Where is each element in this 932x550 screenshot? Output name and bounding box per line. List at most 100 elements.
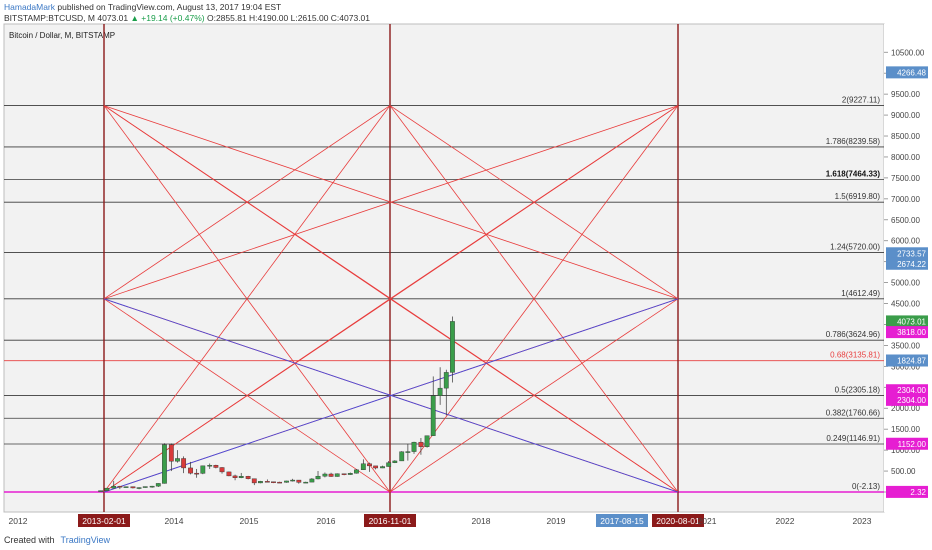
symbol-info: BITSTAMP:BTCUSD, M 4073.01 ▲ +19.14 (+0.…	[4, 13, 370, 24]
y-tick-label: 7000.00	[891, 195, 920, 204]
candle-body	[309, 478, 315, 483]
candle-body	[360, 463, 366, 471]
candle-body	[322, 473, 328, 477]
candle-body	[437, 387, 443, 396]
fib-level-label: 0.5(2305.18)	[835, 385, 881, 394]
chart-pane	[3, 23, 885, 513]
price-label-bg	[886, 315, 928, 328]
y-tick-label: 5000.00	[891, 279, 920, 288]
candle-body	[123, 486, 129, 488]
x-label-bg	[652, 514, 704, 527]
price-label: 1824.87	[897, 356, 926, 365]
candle-body	[104, 487, 110, 491]
price-label: 2304.00	[897, 386, 926, 395]
candle-body	[315, 475, 321, 480]
x-tick-label: 2020-08-01	[656, 516, 700, 526]
candle-body	[264, 481, 270, 483]
candle-body	[207, 464, 213, 467]
candle-body	[411, 441, 417, 452]
candle-body	[200, 465, 206, 474]
candle-body	[373, 465, 379, 469]
candle-body	[155, 483, 161, 487]
fib-level-label: 1.786(8239.58)	[826, 137, 881, 146]
x-tick-label: 2019	[547, 516, 566, 526]
y-tick-label: 9000.00	[891, 111, 920, 120]
price-label-bg	[886, 384, 928, 397]
x-tick-label: 2018	[472, 516, 491, 526]
fan-line	[103, 298, 391, 493]
y-tick-label: 9500.00	[891, 90, 920, 99]
candle-body	[149, 485, 155, 488]
y-tick-label: 10500.00	[891, 48, 925, 57]
price-label: 2.32	[910, 488, 926, 497]
y-tick-label: 4500.00	[891, 300, 920, 309]
price-label-bg	[886, 437, 928, 450]
y-tick-label: 3000.00	[891, 362, 920, 371]
candle-body	[347, 473, 353, 475]
x-label-bg	[78, 514, 130, 527]
candle-body	[226, 471, 232, 477]
price-change: ▲ +19.14 (+0.47%)	[130, 13, 205, 23]
fib-level-label: 1(4612.49)	[841, 289, 880, 298]
y-tick-label: 8000.00	[891, 153, 920, 162]
price-label: 2304.00	[897, 396, 926, 405]
candle-body	[303, 481, 309, 484]
y-tick-label: 8500.00	[891, 132, 920, 141]
candle-body	[136, 487, 142, 489]
x-tick-label: 2015	[240, 516, 259, 526]
y-tick-label: 1500.00	[891, 425, 920, 434]
candle-body	[290, 479, 296, 482]
publish-text: published on TradingView.com, August 13,…	[57, 2, 282, 12]
candle-body	[168, 444, 174, 462]
y-tick-label: 3500.00	[891, 341, 920, 350]
candle-body	[399, 451, 405, 462]
candle-body	[251, 478, 257, 484]
y-tick-label: 1000.00	[891, 446, 920, 455]
fib-level-label: 1.618(7464.33)	[826, 169, 881, 178]
candle-body	[328, 473, 334, 477]
y-tick-label: 500.00	[891, 467, 916, 476]
candle-body	[418, 441, 424, 447]
price-label-bg	[886, 257, 928, 270]
fib-level-label: 0.382(1760.66)	[826, 408, 881, 417]
candle-body	[130, 486, 136, 489]
candle-body	[219, 467, 225, 473]
y-tick-label: 7500.00	[891, 174, 920, 183]
x-tick-label: 2014	[165, 516, 184, 526]
fib-level-label: 1.24(5720.00)	[830, 242, 880, 251]
symbol: BITSTAMP:BTCUSD, M	[4, 13, 95, 23]
price-label-bg	[886, 354, 928, 367]
chart-title: Bitcoin / Dollar, M, BITSTAMP	[9, 31, 115, 40]
ohlc-values: O:2855.81 H:4190.00 L:2615.00 C:4073.01	[206, 13, 371, 23]
candle-body	[271, 481, 276, 483]
x-label-bg	[364, 514, 416, 527]
price-label: 1152.00	[898, 440, 927, 449]
candle-body	[181, 458, 187, 469]
candle-body	[175, 458, 180, 462]
candle-body	[284, 480, 289, 483]
candle-body	[443, 372, 449, 389]
candle-body	[142, 486, 148, 488]
publish-info: HamadaMark published on TradingView.com,…	[4, 2, 281, 13]
price-label: 3818.00	[897, 328, 926, 337]
fan-line	[389, 298, 679, 493]
fan-line	[389, 105, 679, 300]
x-tick-label: 2013-02-01	[82, 516, 126, 526]
candle-body	[430, 395, 436, 436]
trend-line	[103, 298, 679, 493]
candle-body	[367, 463, 372, 467]
fib-level-label: 2(9227.11)	[842, 96, 880, 105]
author-name[interactable]: HamadaMark	[4, 2, 56, 12]
price-label: 4073.01	[897, 317, 926, 326]
x-tick-label: 2016-11-01	[369, 516, 412, 526]
fan-line	[389, 105, 679, 493]
fan-line	[103, 105, 391, 300]
candle-body	[296, 479, 302, 483]
tradingview-logo[interactable]: TradingView	[60, 535, 111, 545]
y-tick-label: 6500.00	[891, 216, 920, 225]
candle-body	[341, 473, 347, 475]
fan-line	[103, 105, 391, 493]
candle-body	[188, 467, 193, 474]
fib-level-label: 0.786(3624.96)	[826, 330, 881, 339]
